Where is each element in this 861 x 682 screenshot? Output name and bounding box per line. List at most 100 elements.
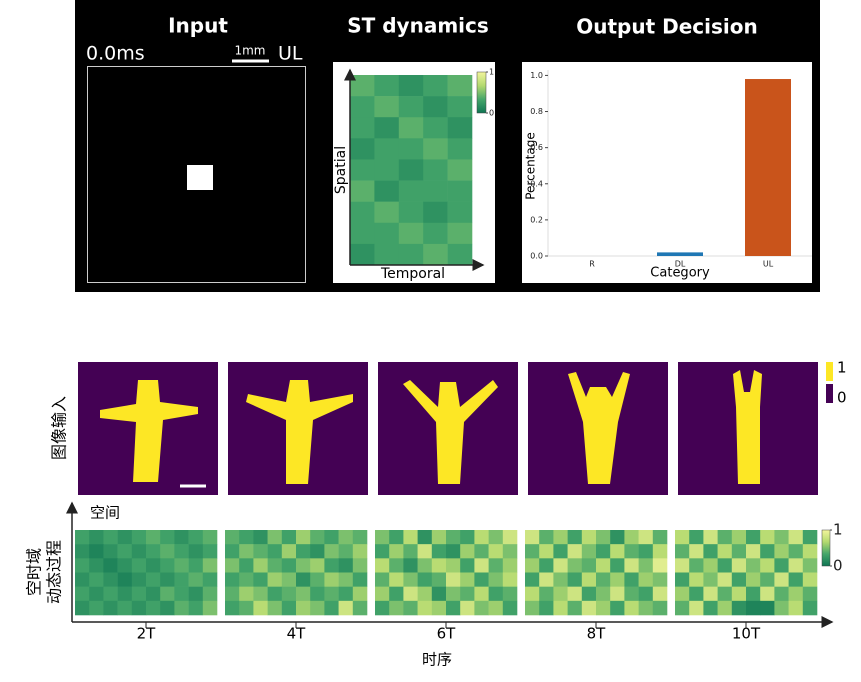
heat-cell [760, 558, 775, 573]
heat-cell [760, 572, 775, 587]
heat-cell [281, 600, 297, 616]
heat-cell [474, 544, 489, 559]
heat-cell [389, 600, 404, 616]
heat-cell [103, 586, 118, 602]
heat-cell [374, 180, 400, 202]
heat-cell [89, 600, 104, 616]
heat-cell [389, 544, 404, 559]
image-colorbar [826, 384, 833, 403]
heat-cell [746, 530, 761, 545]
heat-cell [338, 544, 354, 559]
heat-cell [296, 558, 311, 573]
heat-cell [802, 600, 818, 616]
heat-cell [488, 572, 504, 587]
heat-cell [774, 558, 789, 573]
heat-cell [553, 572, 568, 587]
heat-cell [703, 600, 718, 616]
heat-cell [788, 530, 804, 545]
heat-cell [689, 600, 704, 616]
heat-cell [488, 530, 504, 545]
row-label: 空时域 [25, 548, 44, 596]
heat-cell [596, 544, 611, 559]
heat-cell [352, 530, 368, 545]
heat-cell [310, 586, 325, 602]
heat-cell [403, 530, 418, 545]
heat-cell [638, 600, 654, 616]
x-tick-label: R [589, 260, 595, 269]
heat-cell [202, 544, 218, 559]
heat-cell [624, 572, 639, 587]
colorbar-label: 0 [833, 557, 843, 575]
heat-cell [502, 600, 518, 616]
colorbar-label: 1 [489, 68, 494, 77]
heat-cell [423, 243, 448, 266]
heat-cell [446, 558, 461, 573]
heat-cell [423, 117, 448, 139]
heat-cell [423, 201, 448, 224]
heat-cell [131, 530, 147, 545]
heat-cell [746, 558, 761, 573]
colorbar-label: 0 [489, 109, 494, 118]
heat-cell [403, 558, 418, 573]
heat-cell [675, 600, 690, 616]
heat-cell [774, 600, 789, 616]
heat-cell [75, 544, 90, 559]
heat-cell [296, 586, 311, 602]
heat-cell [717, 558, 733, 573]
input-frame [87, 66, 306, 283]
heat-cell [717, 600, 733, 616]
heat-cell [403, 572, 418, 587]
heat-cell [525, 600, 540, 616]
heat-cell [398, 138, 424, 160]
heat-cell [460, 586, 475, 602]
heat-cell [267, 600, 283, 616]
heat-cell [581, 586, 597, 602]
y-axis-label: Spatial [333, 146, 349, 194]
heat-cell [403, 600, 418, 616]
heat-cell [652, 530, 668, 545]
heat-cell [403, 544, 418, 559]
heat-cell [253, 600, 268, 616]
heat-cell [417, 530, 433, 545]
heat-cell [188, 530, 204, 545]
y-tick-label: 0.6 [530, 143, 543, 152]
x-tick-label: DL [675, 260, 686, 269]
input-spot [187, 165, 213, 190]
heat-cell [239, 530, 254, 545]
heat-cell [446, 572, 461, 587]
time-label: 0.0ms [86, 43, 145, 65]
heat-cell [117, 572, 133, 587]
heat-cell [581, 544, 597, 559]
heat-cell [703, 586, 718, 602]
heat-cell [675, 530, 690, 545]
heat-cell [447, 75, 473, 97]
heat-cell [146, 530, 161, 545]
heat-cell [760, 586, 775, 602]
heat-cell [474, 558, 489, 573]
heat-cell [610, 600, 625, 616]
heat-cell [239, 586, 254, 602]
heat-cell [350, 96, 375, 118]
heat-cell [788, 544, 804, 559]
heat-cell [160, 600, 175, 616]
heat-cell [703, 530, 718, 545]
heat-cell [431, 544, 447, 559]
bar [657, 252, 703, 256]
heat-cell [324, 586, 339, 602]
heat-cell [75, 558, 90, 573]
heat-cell [624, 544, 639, 559]
x-tick-label: 4T [287, 625, 307, 643]
heat-cell [389, 530, 404, 545]
heat-cell [202, 600, 218, 616]
heat-cell [188, 544, 204, 559]
heat-cell [731, 544, 747, 559]
heat-cell [398, 159, 424, 181]
heat-cell [75, 530, 90, 545]
heat-cell [350, 75, 375, 97]
heat-cell [350, 159, 375, 181]
bar [745, 79, 791, 256]
heat-cell [539, 586, 554, 602]
heat-cell [75, 572, 90, 587]
heat-cell [581, 572, 597, 587]
heat-cell [447, 96, 473, 118]
